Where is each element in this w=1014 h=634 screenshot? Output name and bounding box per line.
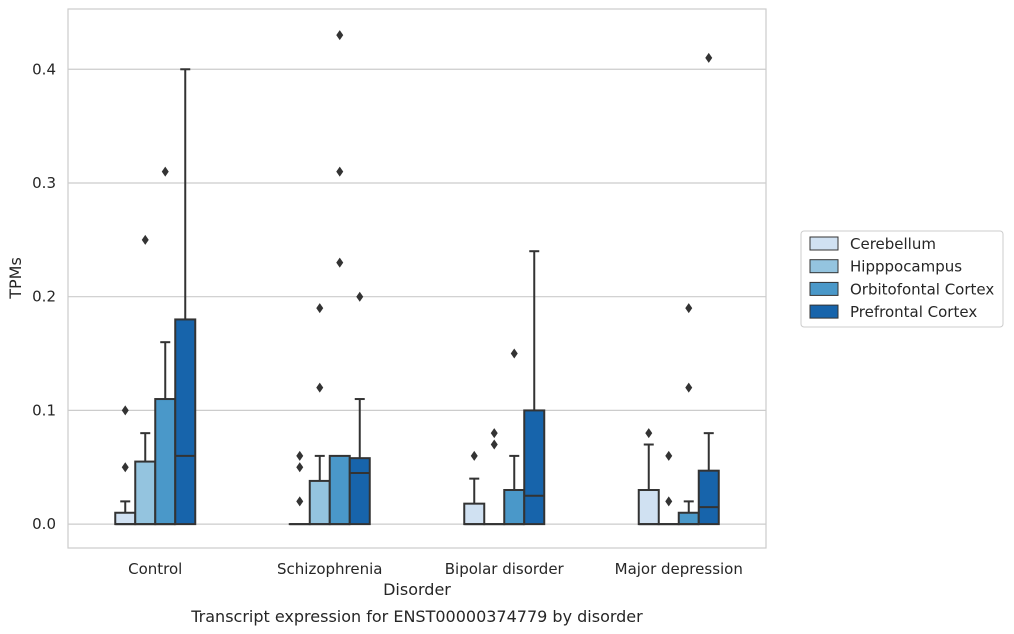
y-tick-label: 0.4 — [32, 60, 56, 78]
y-tick-label: 0.0 — [32, 515, 56, 533]
outlier-point — [645, 428, 653, 439]
outlier-point — [685, 382, 693, 393]
outlier-point — [296, 496, 304, 507]
box-body — [697, 469, 720, 526]
legend: Cerebellum Hipppocampus Orbitofontal Corte… — [800, 230, 1004, 328]
box-hipppocampus — [483, 428, 506, 526]
box-orbitofontal-cortex — [503, 348, 526, 526]
y-tick-label: 0.3 — [32, 174, 56, 192]
outlier-point — [490, 428, 498, 439]
box-orbitofontal-cortex — [328, 30, 351, 526]
x-tick-label: Schizophrenia — [277, 560, 382, 578]
box-body — [637, 489, 660, 526]
box-hipppocampus — [308, 303, 331, 526]
y-tick-label: 0.2 — [32, 288, 56, 306]
outlier-point — [685, 303, 693, 314]
box-hipppocampus — [657, 450, 680, 526]
box-hipppocampus — [134, 234, 157, 526]
box-body — [154, 398, 177, 526]
legend-label: Orbitofontal Cortex — [850, 280, 994, 298]
outlier-point — [705, 52, 713, 63]
x-tick-label: Bipolar disorder — [445, 560, 565, 578]
box-body — [308, 479, 331, 526]
box-body — [114, 511, 137, 526]
plot-frame — [67, 8, 767, 549]
legend-swatch — [809, 236, 839, 251]
outlier-point — [510, 348, 518, 359]
box-prefrontal-cortex — [697, 52, 720, 526]
box-orbitofontal-cortex — [154, 166, 177, 526]
box-body — [174, 318, 197, 526]
outlier-point — [316, 382, 324, 393]
box-cerebellum — [463, 450, 486, 526]
outlier-point — [356, 291, 364, 302]
chart-caption: Transcript expression for ENST0000037477… — [190, 607, 643, 626]
outlier-point — [316, 303, 324, 314]
legend-swatch — [809, 259, 839, 274]
legend-frame — [800, 230, 1004, 328]
box-body — [523, 409, 546, 526]
x-tick-label: Major depression — [615, 560, 743, 578]
box-prefrontal-cortex — [174, 68, 197, 526]
outlier-point — [296, 462, 304, 473]
outlier-point — [470, 450, 478, 461]
outlier-point — [665, 450, 673, 461]
outlier-point — [665, 496, 673, 507]
x-axis-title: Disorder — [383, 580, 451, 599]
outlier-point — [121, 405, 129, 416]
legend-swatch — [809, 304, 839, 319]
outlier-point — [141, 234, 149, 245]
outlier-point — [336, 257, 344, 268]
box-prefrontal-cortex — [348, 291, 371, 526]
outlier-point — [121, 462, 129, 473]
outlier-point — [490, 439, 498, 450]
x-tick-label: Control — [128, 560, 182, 578]
box-cerebellum — [637, 428, 660, 526]
y-axis-title: TPMs — [6, 257, 25, 300]
box-orbitofontal-cortex — [677, 303, 700, 526]
plot-marks — [114, 30, 720, 526]
box-cerebellum — [114, 405, 137, 526]
box-body — [134, 460, 157, 526]
legend-label: Prefrontal Cortex — [850, 303, 977, 321]
box-cerebellum — [288, 450, 311, 526]
outlier-point — [336, 166, 344, 177]
y-tick-label: 0.1 — [32, 401, 56, 419]
box-body — [463, 502, 486, 526]
legend-label: Cerebellum — [850, 235, 936, 253]
legend-label: Hipppocampus — [850, 258, 962, 276]
box-body — [503, 489, 526, 526]
outlier-point — [336, 30, 344, 41]
box-body — [677, 511, 700, 526]
x-tick-labels: Control Schizophrenia Bipolar disorder Majo… — [128, 560, 743, 578]
outlier-point — [296, 450, 304, 461]
outlier-point — [161, 166, 169, 177]
y-tick-labels: 0.0 0.1 0.2 0.3 0.4 — [32, 60, 56, 533]
legend-swatch — [809, 281, 839, 296]
box-prefrontal-cortex — [523, 250, 546, 526]
box-body — [328, 454, 351, 526]
box-body — [348, 457, 371, 526]
